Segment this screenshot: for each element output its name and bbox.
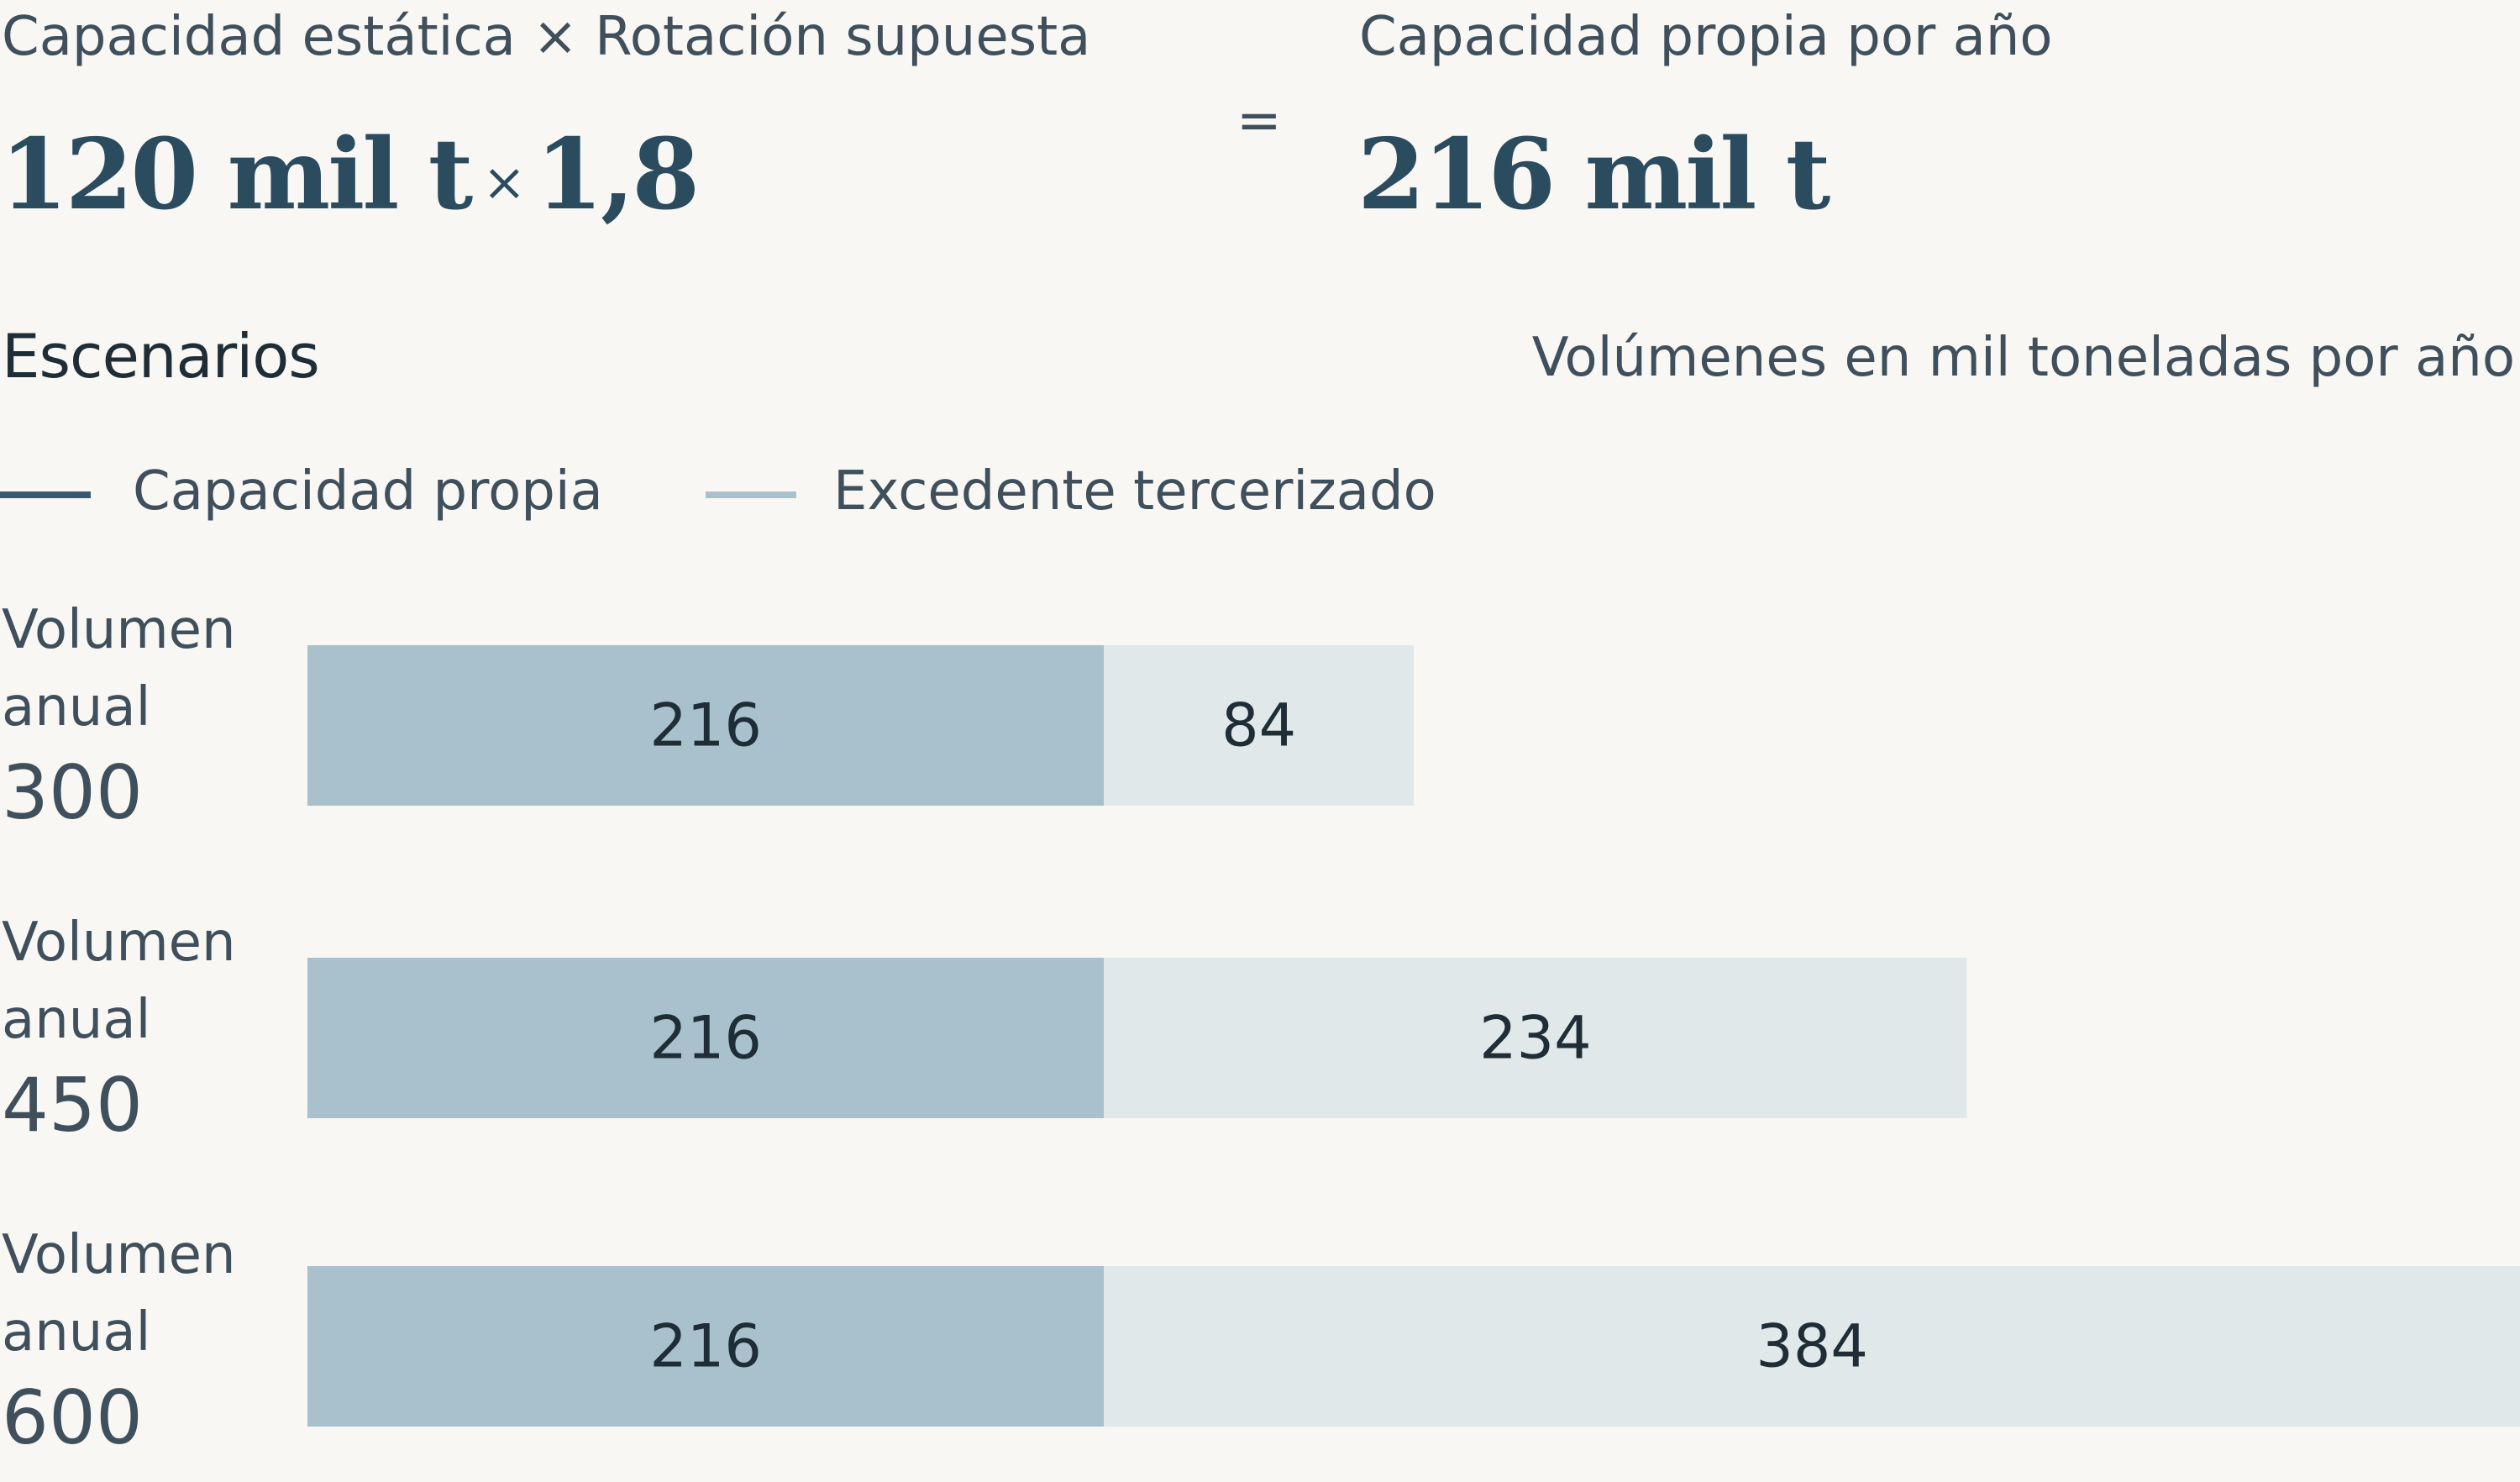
bar-capacidad-propia-450 <box>307 958 1105 1118</box>
rotation-value: 1,8 <box>535 118 700 232</box>
legend-label-outsourced-surplus: Excedente tercerizado <box>833 460 1436 523</box>
category-label-600: Volumen anual 600 <box>2 1217 236 1455</box>
data-label-capacidad-propia-300: 216 <box>649 691 762 760</box>
category-word-anual: anual <box>2 676 151 738</box>
category-word-anual: anual <box>2 989 151 1051</box>
bar-excedente-tercerizado-300 <box>1104 645 1414 806</box>
data-label-excedente-tercerizado-600: 384 <box>1756 1312 1868 1381</box>
category-word-volumen: Volumen <box>2 912 236 974</box>
data-label-excedente-tercerizado-300: 84 <box>1221 691 1296 760</box>
legend-swatch-own-capacity <box>0 491 91 498</box>
data-label-excedente-tercerizado-450: 234 <box>1479 1004 1592 1073</box>
bar-capacidad-propia-600 <box>307 1266 1105 1427</box>
legend-label-own-capacity: Capacidad propia <box>133 460 603 523</box>
equals-sign: = <box>1236 90 1282 152</box>
static-capacity-value: 120 mil t <box>0 118 473 232</box>
data-label-capacidad-propia-450: 216 <box>649 1004 762 1073</box>
static-capacity-label: Capacidad estática × Rotación supuesta <box>2 6 1091 68</box>
data-label-capacidad-propia-600: 216 <box>649 1312 762 1381</box>
category-value: 600 <box>2 1374 143 1461</box>
bar-excedente-tercerizado-600 <box>1104 1266 2520 1427</box>
category-label-450: Volumen anual 450 <box>2 904 236 1143</box>
category-word-volumen: Volumen <box>2 599 236 661</box>
legend-swatch-outsourced-surplus <box>706 491 796 498</box>
category-word-volumen: Volumen <box>2 1224 236 1286</box>
units-note: Volúmenes en mil toneladas por año <box>1531 327 2515 389</box>
static-capacity-formula: 120 mil t × 1,8 <box>0 126 700 223</box>
category-label-300: Volumen anual 300 <box>2 591 236 830</box>
bar-capacidad-propia-300 <box>307 645 1105 806</box>
multiply-sign: × <box>482 151 526 213</box>
category-value: 450 <box>2 1062 143 1148</box>
category-value: 300 <box>2 749 143 836</box>
bar-excedente-tercerizado-450 <box>1104 958 1967 1118</box>
own-capacity-value: 216 mil t <box>1357 118 1830 232</box>
section-title: Escenarios <box>2 321 320 392</box>
own-capacity-label: Capacidad propia por año <box>1359 6 2053 68</box>
category-word-anual: anual <box>2 1301 151 1364</box>
